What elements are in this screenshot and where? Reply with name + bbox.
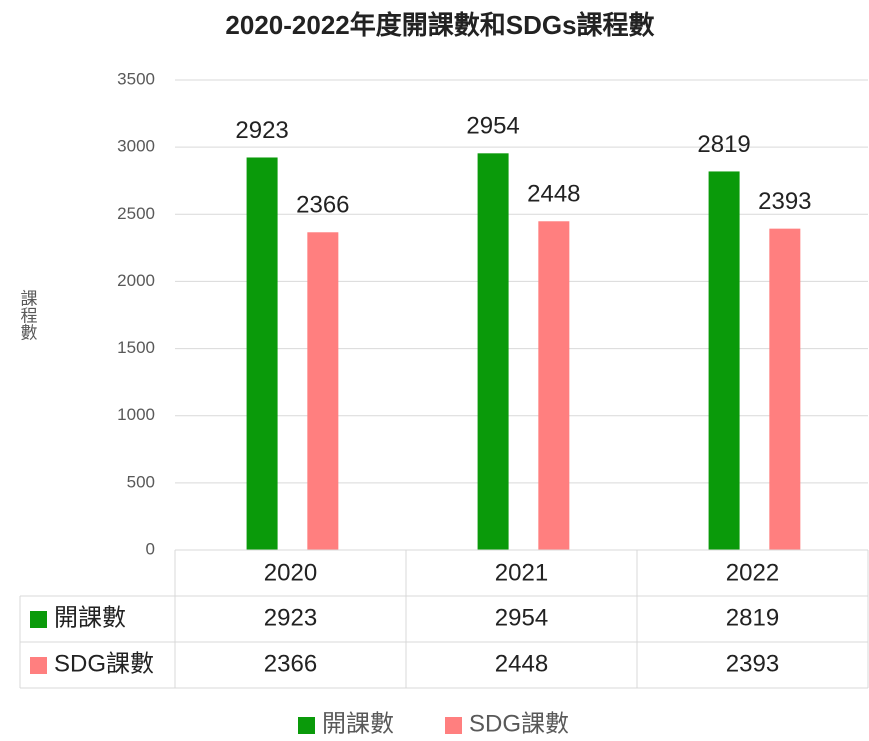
data-label: 2954: [466, 113, 519, 140]
table-cell: 2923: [264, 604, 317, 631]
table-legend-swatch: [30, 611, 47, 628]
data-label: 2393: [758, 188, 811, 215]
legend-swatch: [445, 717, 462, 734]
legend-swatch: [298, 717, 315, 734]
table-row-header: SDG課數: [54, 650, 154, 677]
table-cell: 2448: [495, 650, 548, 677]
y-tick-label: 0: [146, 539, 155, 558]
table-cell: 2819: [726, 604, 779, 631]
y-tick-label: 2500: [117, 204, 155, 223]
table-cell: 2954: [495, 604, 548, 631]
legend-label: 開課數: [322, 710, 394, 737]
y-tick-label: 500: [127, 472, 155, 491]
y-axis-label: 課程數: [18, 289, 38, 340]
y-tick-label: 3500: [117, 69, 155, 88]
x-tick-label: 2021: [495, 559, 548, 586]
bar: [246, 157, 278, 551]
table-cell: 2366: [264, 650, 317, 677]
table-legend-swatch: [30, 657, 47, 674]
legend-label: SDG課數: [469, 710, 569, 737]
bar: [538, 221, 570, 551]
data-label: 2923: [235, 117, 288, 144]
y-tick-label: 3000: [117, 137, 155, 156]
y-tick-label: 2000: [117, 271, 155, 290]
x-tick-label: 2022: [726, 559, 779, 586]
y-tick-label: 1500: [117, 338, 155, 357]
table-cell: 2393: [726, 650, 779, 677]
data-label: 2819: [697, 131, 750, 158]
x-tick-label: 2020: [264, 559, 317, 586]
y-tick-label: 1000: [117, 405, 155, 424]
data-label: 2366: [296, 192, 349, 219]
bar: [307, 232, 339, 550]
chart-title: 2020-2022年度開課數和SDGs課程數: [225, 10, 654, 40]
table-row-header: 開課數: [54, 604, 126, 631]
bar: [769, 228, 801, 550]
bar: [477, 153, 509, 550]
data-label: 2448: [527, 181, 580, 208]
bar: [708, 171, 740, 550]
